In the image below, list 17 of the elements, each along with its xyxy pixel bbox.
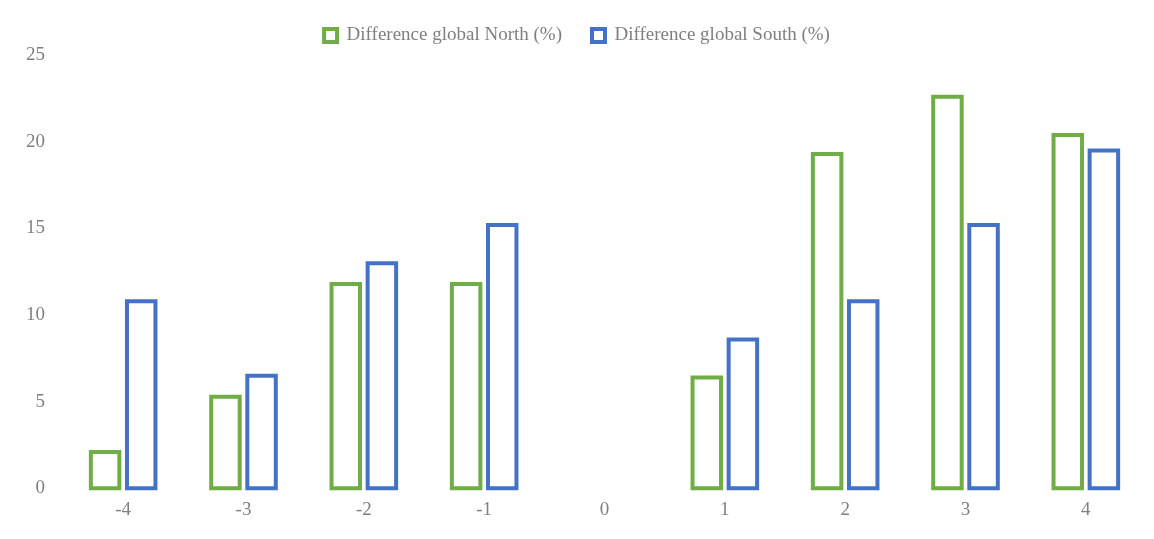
x-tick-label: -2 <box>355 497 372 519</box>
y-tick-label: 20 <box>26 129 45 151</box>
x-tick-label: -1 <box>476 497 493 519</box>
y-tick-label: 10 <box>26 302 45 324</box>
x-tick-label: 3 <box>960 497 971 519</box>
y-tick-label: 15 <box>26 216 45 238</box>
y-tick-label: 25 <box>26 42 45 64</box>
x-tick-label: 0 <box>599 497 610 519</box>
x-tick-label: 2 <box>840 497 850 519</box>
x-tick-label: -4 <box>115 497 132 519</box>
y-tick-label: 5 <box>35 389 45 411</box>
x-tick-label: 4 <box>1081 497 1092 519</box>
legend-label: Difference global North (%) <box>346 23 562 46</box>
y-tick-label: 0 <box>35 476 45 498</box>
x-tick-label: -3 <box>235 497 252 519</box>
legend-label: Difference global South (%) <box>614 23 830 46</box>
x-tick-label: 1 <box>720 497 730 519</box>
